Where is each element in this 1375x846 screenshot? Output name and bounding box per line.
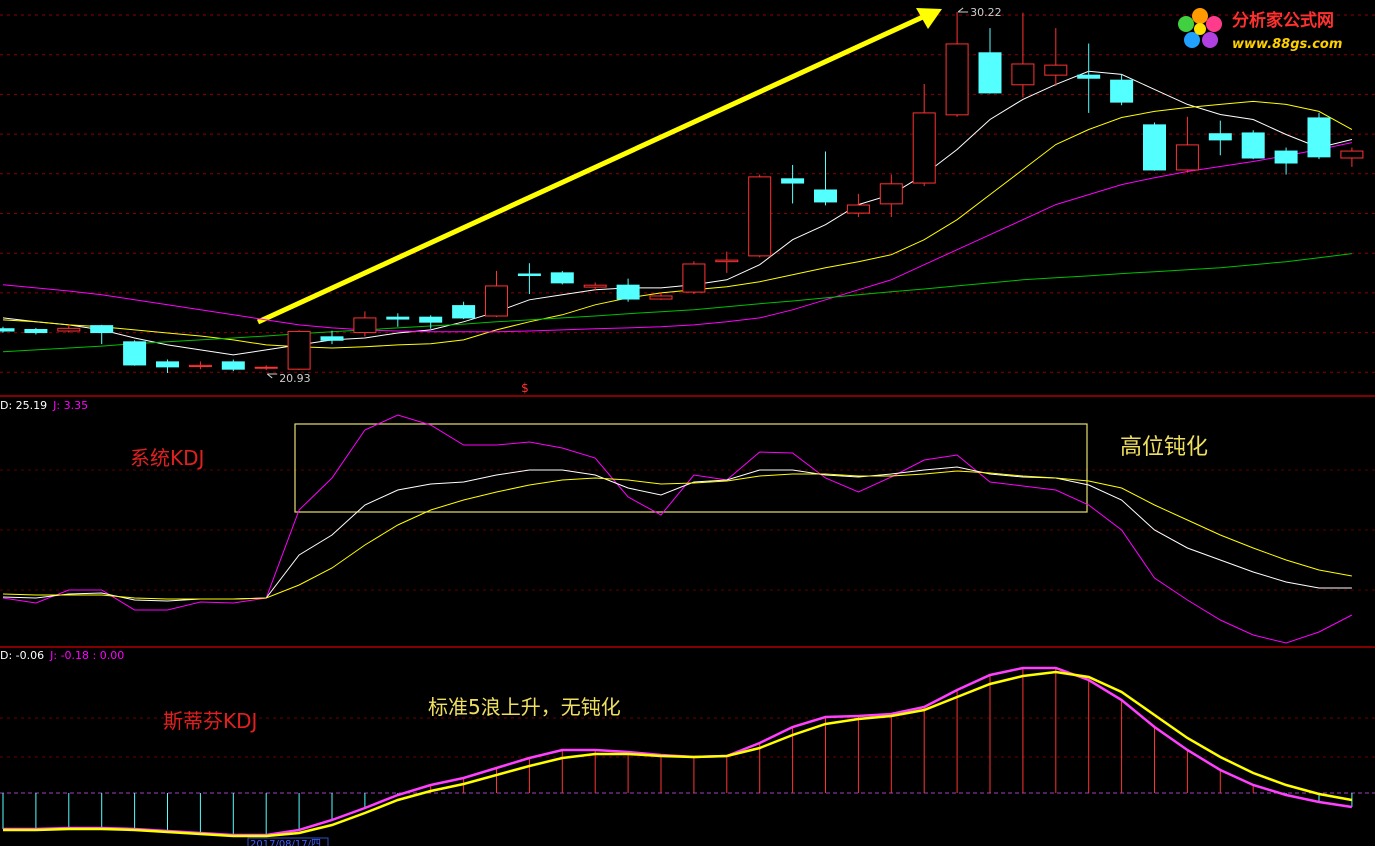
candle-body [57, 327, 81, 332]
logo-petal [1206, 16, 1222, 32]
grid [0, 14, 1375, 758]
signal-marker: $ [521, 381, 529, 395]
candle-body [1143, 124, 1166, 171]
series-line [2, 414, 1353, 644]
logo-url: www.88gs.com [1232, 37, 1342, 52]
panel-title: 系统KDJ [130, 446, 204, 470]
candle-body [24, 328, 48, 334]
annotation-pointer [266, 373, 278, 379]
panel-header: D: -0.06 [0, 649, 44, 662]
candle-body [1241, 132, 1265, 159]
date-label: 2017/08/17/四 [250, 839, 321, 846]
panel-header: J: -0.18 : 0.00 [49, 649, 124, 662]
candle-body [221, 361, 245, 370]
candle-body [188, 364, 212, 367]
candle-body [320, 336, 344, 341]
candle-body [912, 112, 936, 184]
high-label: 30.22 [970, 6, 1002, 19]
candle-body [1208, 133, 1232, 141]
candle-body [1307, 117, 1331, 158]
candle-body [386, 316, 410, 320]
logo-petal [1184, 32, 1200, 48]
candle-body [517, 273, 541, 277]
arrow-head [916, 8, 942, 29]
candle-body [682, 263, 706, 293]
plot-area: 30.22 20.93 $ D: 25.19 J: 3.35 系统KDJ 高位钝化 D: -0… [0, 6, 1375, 846]
logo-petal [1178, 16, 1194, 32]
candle-body [616, 284, 640, 300]
series-line [2, 142, 1353, 333]
panel-header: D: 25.19 [0, 399, 47, 412]
candle-body [649, 295, 673, 300]
candle-body [156, 361, 179, 368]
candle-body [419, 316, 443, 323]
candle-body [1077, 74, 1101, 79]
candle-body [550, 272, 574, 284]
candle-body [583, 284, 607, 288]
panel-note: 标准5浪上升，无钝化 [428, 695, 621, 719]
highlight-box [294, 423, 1088, 513]
logo-petal [1192, 8, 1208, 24]
logo-center [1194, 23, 1206, 35]
annotation-pointer [957, 7, 969, 13]
panel-title: 斯蒂芬KDJ [163, 709, 257, 733]
candle-body [1110, 79, 1134, 103]
candle-body [0, 328, 15, 332]
series-line [2, 70, 1353, 356]
series-line [3, 670, 1353, 838]
candle-body [353, 317, 377, 334]
candle-body [1274, 150, 1298, 164]
candle-body [254, 366, 278, 369]
date-box [247, 837, 329, 846]
candle-body [1175, 144, 1199, 171]
candle-body [748, 176, 772, 257]
candle-body [1340, 150, 1364, 159]
candle-body [452, 305, 476, 319]
series-line [2, 100, 1353, 349]
trend-arrow [256, 13, 927, 325]
panel-header: J: 3.35 [52, 399, 88, 412]
candle-body [814, 189, 837, 203]
candle-body [485, 285, 508, 317]
candle-body [846, 204, 870, 214]
candle-body [123, 341, 147, 366]
series-line [2, 470, 1352, 600]
logo-title: 分析家公式网 [1232, 10, 1334, 31]
logo: 分析家公式网 www.88gs.com [1178, 8, 1342, 52]
candle-body [715, 259, 739, 263]
candle-body [287, 330, 311, 370]
candle-body [1011, 63, 1035, 86]
logo-petal [1202, 32, 1218, 48]
candle-body [1044, 64, 1068, 76]
candle-body [781, 178, 805, 184]
candle-body [945, 43, 969, 116]
low-label: 20.93 [279, 372, 311, 385]
candle-body [90, 325, 114, 334]
candle-body [978, 52, 1002, 94]
series-line [2, 253, 1352, 353]
panel-note: 高位钝化 [1120, 435, 1208, 460]
candle-body [879, 183, 903, 205]
